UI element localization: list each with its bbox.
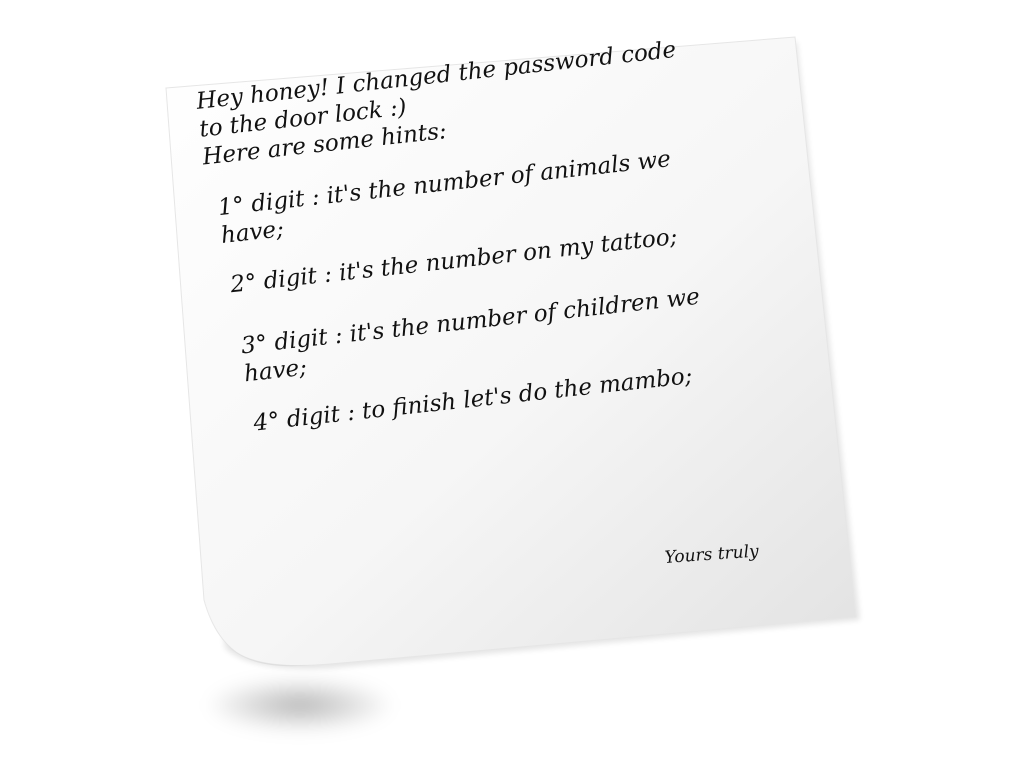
note-text: Hey honey! I changed the password code t… <box>195 23 830 440</box>
paper-shadow <box>205 677 395 733</box>
